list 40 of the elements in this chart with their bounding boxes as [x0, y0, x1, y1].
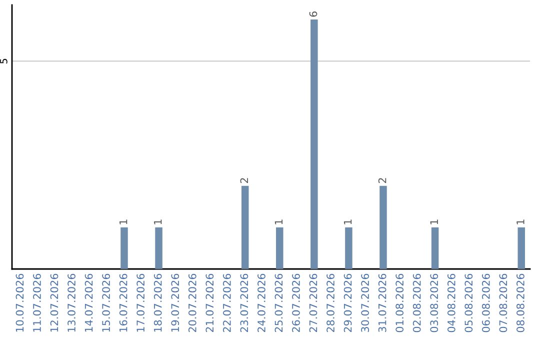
- x-tick-label: 22.07.2026: [222, 274, 231, 332]
- x-tick-label: 29.07.2026: [344, 274, 352, 332]
- data-label: 1: [274, 220, 283, 224]
- x-tick-label: 12.07.2026: [50, 274, 58, 332]
- x-tick-label: 26.07.2026: [292, 274, 300, 332]
- x-tick-label: 16.07.2026: [119, 274, 128, 332]
- x-tick-label: 14.07.2026: [84, 274, 93, 332]
- x-tick-label: 30.07.2026: [361, 274, 369, 332]
- x-tick-label: 27.07.2026: [309, 274, 318, 332]
- x-tick-label: 31.07.2026: [378, 274, 386, 332]
- x-tick-label: 01.08.2026: [396, 274, 404, 332]
- x-tick-label: 28.07.2026: [326, 274, 334, 332]
- data-label: 2: [378, 178, 386, 184]
- x-tick-label: 02.08.2026: [412, 274, 421, 332]
- x-tick-label: 17.07.2026: [136, 274, 145, 332]
- data-label: 1: [344, 220, 352, 224]
- x-tick-label: 25.07.2026: [274, 274, 283, 332]
- x-tick-label: 06.08.2026: [482, 274, 490, 332]
- x-tick-label: 19.07.2026: [171, 274, 180, 332]
- x-tick-label: 13.07.2026: [68, 274, 76, 332]
- data-label: 1: [120, 220, 128, 224]
- x-tick-label: 04.08.2026: [447, 274, 456, 332]
- x-tick-label: 08.08.2026: [516, 274, 524, 332]
- x-tick-label: 10.07.2026: [16, 274, 24, 332]
- data-label: 1: [154, 220, 162, 224]
- data-label: 1: [516, 220, 524, 224]
- data-label: 1: [430, 220, 438, 224]
- x-tick-label: 07.08.2026: [499, 274, 508, 332]
- x-tick-label: 23.07.2026: [240, 274, 248, 332]
- x-tick-label: 15.07.2026: [102, 274, 110, 332]
- x-tick-label: 20.07.2026: [188, 274, 196, 332]
- y-tick-label: 5: [0, 58, 8, 64]
- data-label: 6: [309, 12, 318, 17]
- x-tick-label: 05.08.2026: [464, 274, 473, 332]
- data-label: 2: [240, 178, 248, 184]
- x-tick-label: 18.07.2026: [154, 274, 162, 332]
- x-tick-label: 11.07.2026: [33, 274, 41, 332]
- x-tick-label: 24.07.2026: [258, 274, 266, 332]
- x-tick-label: 21.07.2026: [206, 274, 214, 332]
- x-tick-label: 03.08.2026: [430, 274, 438, 332]
